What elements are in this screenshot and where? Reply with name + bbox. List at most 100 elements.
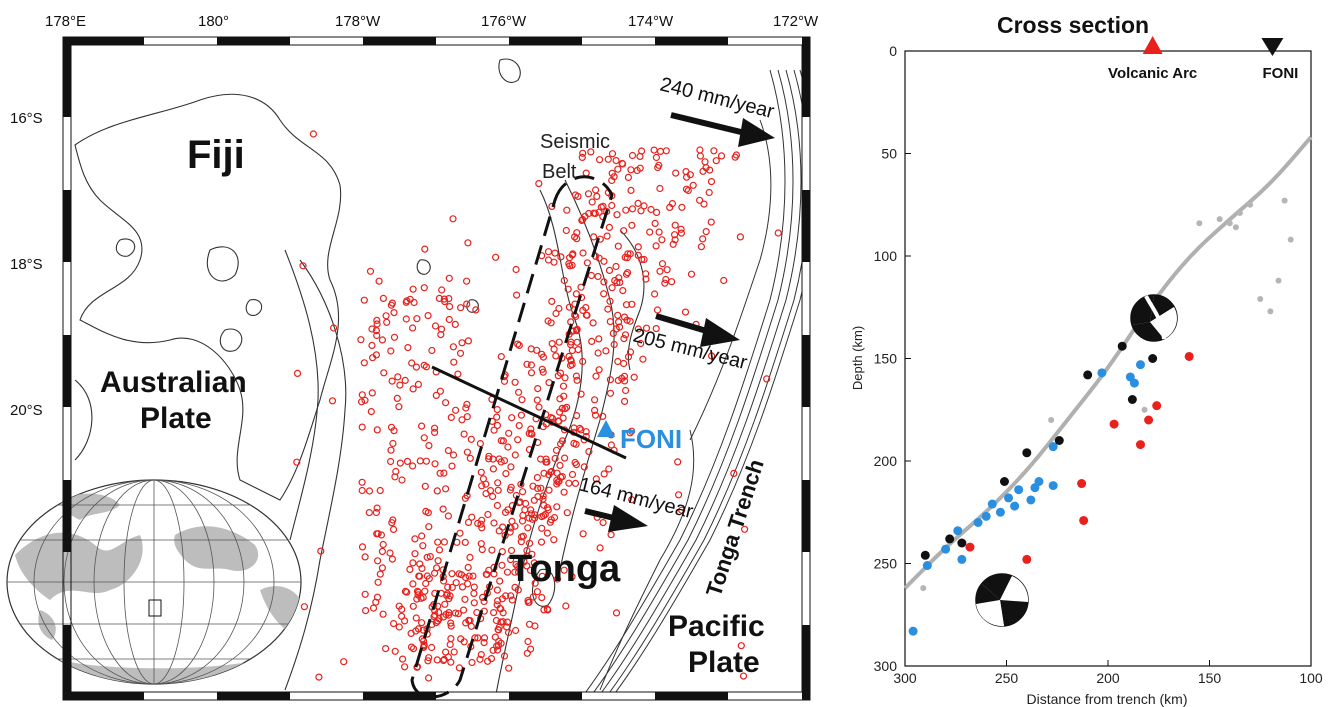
earthquake-marker <box>650 146 658 154</box>
earthquake-marker <box>480 634 489 642</box>
earthquake-marker <box>606 376 615 384</box>
seismic-belt-label: Seismic <box>540 131 610 153</box>
earthquake-marker <box>592 372 600 380</box>
earthquake-marker <box>377 531 385 539</box>
earthquake-marker <box>538 524 546 532</box>
earthquake-marker <box>652 242 660 250</box>
earthquake-marker <box>390 309 398 317</box>
earthquake-marker <box>485 566 493 574</box>
earthquake-marker <box>401 376 409 384</box>
earthquake-marker <box>387 446 395 454</box>
earthquake-marker <box>538 350 546 358</box>
earthquake-marker <box>433 564 441 572</box>
earthquake-marker <box>581 212 589 220</box>
earthquake-marker <box>600 470 608 478</box>
earthquake-marker <box>379 540 387 549</box>
earthquake-marker <box>450 648 458 656</box>
hypocenter-point-gray <box>1281 197 1288 204</box>
earthquake-marker <box>661 279 669 287</box>
earthquake-marker <box>368 341 376 349</box>
earthquake-marker <box>524 598 533 607</box>
hypocenter-point-black <box>1022 448 1032 458</box>
earthquake-marker <box>396 459 404 467</box>
lon-tick-label: 178°E <box>45 13 86 30</box>
earthquake-marker <box>492 253 500 261</box>
hypocenter-point-blue <box>908 626 918 636</box>
earthquake-marker <box>605 223 614 231</box>
inset-globe <box>6 479 302 685</box>
earthquake-marker <box>531 579 539 587</box>
earthquake-marker <box>604 155 612 163</box>
earthquake-marker <box>421 482 429 490</box>
earthquake-marker <box>464 337 472 345</box>
earthquake-marker <box>634 325 642 333</box>
earthquake-marker <box>613 211 621 219</box>
earthquake-marker <box>550 345 558 353</box>
earthquake-marker <box>482 480 490 488</box>
earthquake-marker <box>663 266 671 274</box>
earthquake-marker <box>595 156 604 164</box>
earthquake-marker <box>373 320 381 328</box>
hypocenter-point-black <box>1054 436 1064 445</box>
earthquake-marker <box>707 218 715 226</box>
earthquake-marker <box>606 389 615 397</box>
earthquake-marker <box>460 606 468 614</box>
earthquake-marker <box>548 297 556 305</box>
earthquake-marker <box>387 347 395 355</box>
earthquake-marker <box>565 479 573 487</box>
earthquake-marker <box>360 359 368 367</box>
fiji-coastline <box>74 93 342 501</box>
earthquake-marker <box>409 324 417 332</box>
earthquake-marker <box>484 510 492 519</box>
earthquake-marker <box>571 479 580 487</box>
earthquake-marker <box>446 303 454 311</box>
earthquake-marker <box>430 612 438 621</box>
earthquake-marker <box>357 336 365 344</box>
earthquake-marker <box>591 411 600 419</box>
earthquake-marker <box>494 625 502 634</box>
earthquake-marker <box>373 426 381 434</box>
earthquake-marker <box>628 221 636 229</box>
earthquake-marker <box>561 374 569 382</box>
earthquake-marker <box>527 369 536 377</box>
earthquake-marker <box>652 208 661 216</box>
earthquake-marker <box>614 165 622 173</box>
earthquake-marker <box>602 347 610 355</box>
earthquake-marker <box>563 403 571 411</box>
station-triangle-icon <box>597 420 615 437</box>
earthquake-marker <box>507 592 515 600</box>
earthquake-marker <box>293 369 302 377</box>
hypocenter-point-red <box>1077 479 1087 489</box>
earthquake-marker <box>597 203 605 211</box>
earthquake-marker <box>420 434 428 442</box>
earthquake-marker <box>517 411 526 419</box>
earthquake-marker <box>626 317 634 325</box>
earthquake-marker <box>358 486 366 495</box>
x-tick-label: 200 <box>1096 670 1120 686</box>
earthquake-marker <box>524 524 532 532</box>
earthquake-marker <box>464 563 472 572</box>
earthquake-marker <box>640 255 648 264</box>
earthquake-marker <box>672 169 680 177</box>
earthquake-marker <box>442 399 450 407</box>
earthquake-marker <box>413 587 422 595</box>
earthquake-marker <box>465 572 473 580</box>
earthquake-marker <box>579 530 587 538</box>
earthquake-marker <box>389 525 398 534</box>
earthquake-marker <box>639 355 647 363</box>
earthquake-marker <box>406 565 414 574</box>
earthquake-marker <box>502 592 510 600</box>
earthquake-marker <box>516 563 524 571</box>
earthquake-marker <box>678 203 686 211</box>
earthquake-marker <box>463 277 471 285</box>
x-tick-label: 300 <box>893 670 917 686</box>
earthquake-marker <box>512 560 520 569</box>
hypocenter-point-gray <box>1141 406 1148 413</box>
earthquake-marker <box>514 340 522 348</box>
y-tick-label: 0 <box>889 43 897 59</box>
earthquake-marker <box>589 319 597 327</box>
earthquake-marker <box>358 391 366 399</box>
earthquake-marker <box>671 236 679 244</box>
lat-tick-label: 16°S <box>10 110 43 127</box>
earthquake-marker <box>373 331 381 340</box>
